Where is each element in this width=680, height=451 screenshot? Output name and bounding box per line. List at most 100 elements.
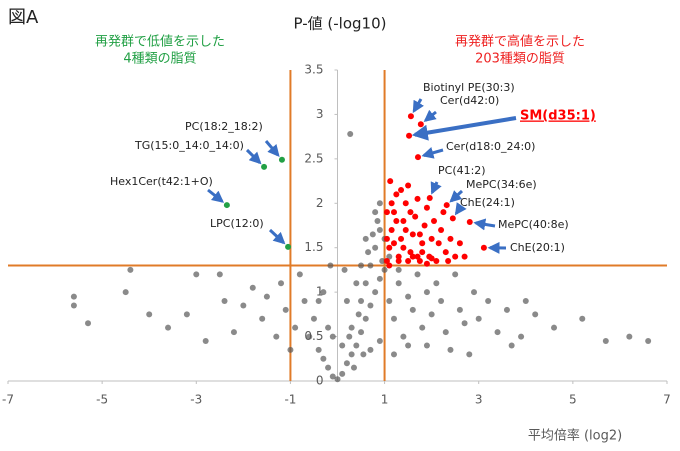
y-tick-label: 0	[316, 374, 324, 388]
point	[223, 202, 230, 209]
arrow	[449, 189, 464, 203]
point	[393, 191, 400, 198]
point	[376, 338, 383, 345]
point	[485, 298, 492, 305]
point	[376, 200, 383, 207]
point	[466, 218, 473, 225]
point	[412, 213, 419, 220]
point	[390, 240, 397, 247]
point	[362, 280, 369, 287]
point	[369, 231, 376, 238]
point	[278, 156, 285, 163]
arrow	[473, 218, 496, 231]
point	[461, 320, 468, 327]
annotation-label: SM(d35:1)	[520, 109, 596, 124]
point	[461, 253, 468, 260]
point	[393, 218, 400, 225]
point	[127, 266, 134, 273]
point	[445, 258, 452, 265]
annotation-label: LPC(12:0)	[210, 217, 264, 230]
point	[522, 298, 529, 305]
point	[216, 271, 223, 278]
point	[193, 271, 200, 278]
point	[438, 298, 445, 305]
point	[398, 186, 405, 193]
point	[386, 262, 393, 269]
point	[398, 235, 405, 242]
point	[390, 315, 397, 322]
point	[372, 289, 379, 296]
y-tick-label: 0.5	[304, 329, 323, 343]
arrow	[430, 181, 442, 195]
point	[466, 351, 473, 358]
point	[372, 209, 379, 216]
point	[183, 311, 190, 318]
point	[70, 302, 77, 309]
point	[285, 243, 292, 250]
x-tick-label: 7	[663, 393, 671, 407]
point	[388, 226, 395, 233]
y-tick-label: 2.5	[304, 151, 323, 165]
point	[240, 302, 247, 309]
point	[416, 258, 423, 265]
point	[341, 266, 348, 273]
point	[414, 154, 421, 161]
point	[339, 370, 346, 377]
point	[350, 364, 357, 371]
point	[362, 235, 369, 242]
point	[405, 258, 412, 265]
arrow	[412, 98, 424, 114]
annotation-label: Cer(d18:0_24:0)	[446, 140, 535, 153]
y-tick-label: 3	[316, 107, 324, 121]
point	[379, 258, 386, 265]
x-tick-label: -7	[2, 393, 14, 407]
point	[367, 302, 374, 309]
point	[390, 351, 397, 358]
point	[282, 306, 289, 313]
point	[428, 235, 435, 242]
point	[362, 315, 369, 322]
point	[626, 333, 633, 340]
point	[433, 258, 440, 265]
arrow	[207, 188, 225, 203]
point	[426, 194, 433, 201]
annotation-label: PC(18:2_18:2)	[185, 120, 263, 133]
point	[365, 249, 372, 256]
point	[602, 338, 609, 345]
point	[390, 209, 397, 216]
x-tick-label: -5	[96, 393, 108, 407]
point	[452, 253, 459, 260]
point	[508, 342, 515, 349]
x-axis-label: 平均倍率 (log2)	[528, 428, 622, 444]
point	[395, 258, 402, 265]
arrow	[423, 109, 437, 122]
arrow	[245, 148, 262, 165]
point	[395, 253, 402, 260]
arrow	[454, 202, 467, 216]
point	[402, 200, 409, 207]
point	[417, 121, 424, 128]
annotation-label: MePC(34:6e)	[466, 178, 537, 191]
point	[475, 315, 482, 322]
point	[414, 271, 421, 278]
point	[348, 351, 355, 358]
point	[70, 293, 77, 300]
point	[310, 315, 317, 322]
point	[387, 178, 394, 185]
point	[374, 218, 381, 225]
point	[292, 324, 299, 331]
point	[442, 329, 449, 336]
point	[518, 333, 525, 340]
point	[414, 253, 421, 260]
point	[259, 315, 266, 322]
point	[419, 324, 426, 331]
point	[301, 298, 308, 305]
point	[407, 113, 414, 120]
point	[353, 342, 360, 349]
point	[414, 195, 421, 202]
x-tick-label: 5	[569, 393, 577, 407]
annotation-label: MePC(40:8e)	[498, 218, 569, 231]
point	[471, 289, 478, 296]
point	[315, 298, 322, 305]
annotation-label: PC(41:2)	[438, 164, 486, 177]
